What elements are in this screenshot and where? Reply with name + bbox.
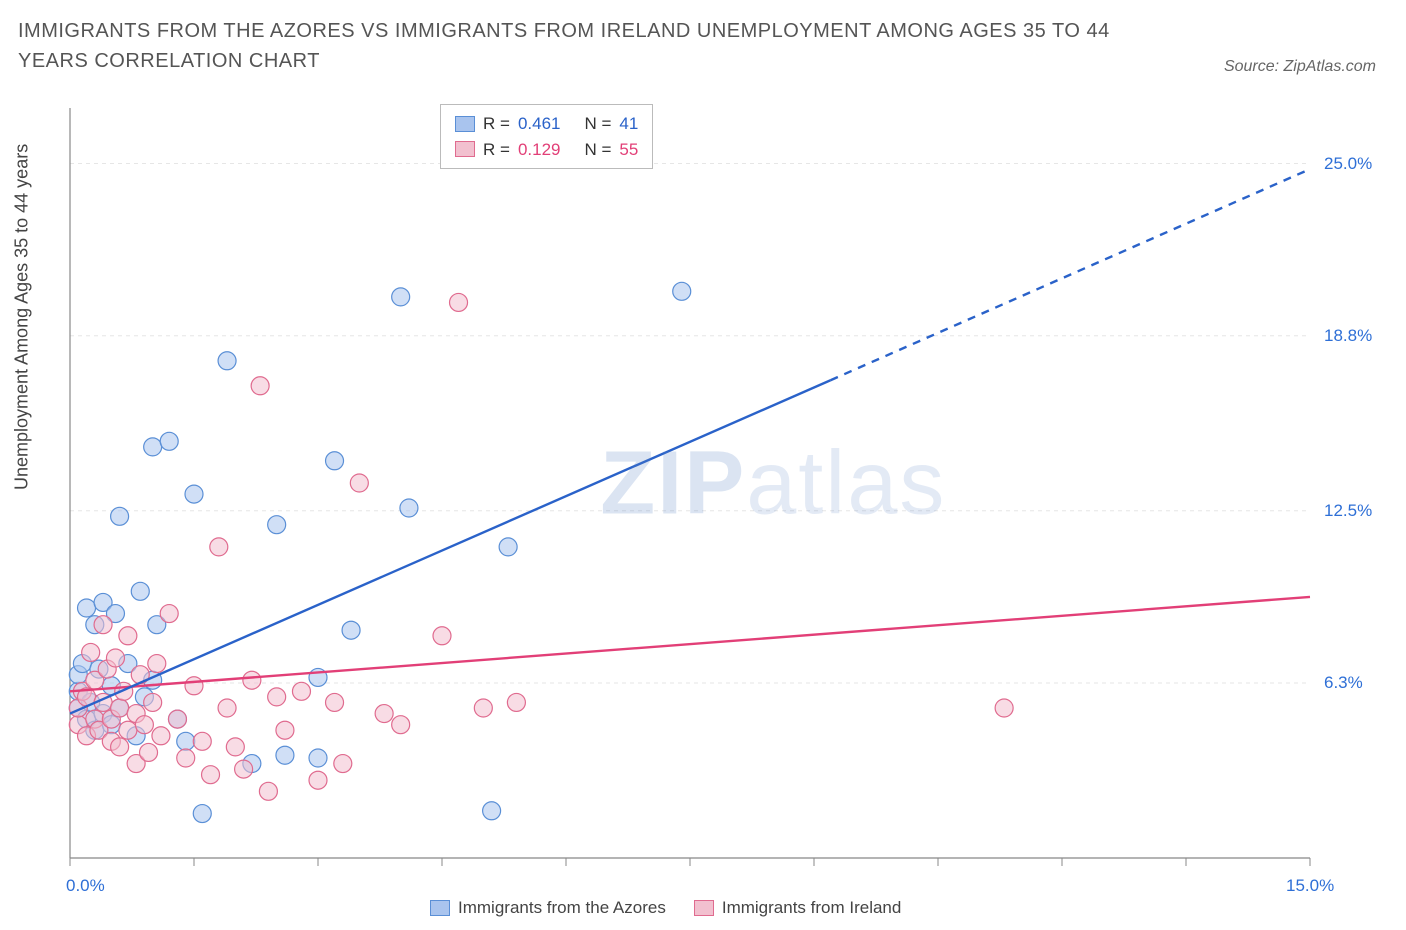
legend-item-azores: Immigrants from the Azores [430, 898, 666, 918]
swatch-ireland-icon [694, 900, 714, 916]
chart-container: IMMIGRANTS FROM THE AZORES VS IMMIGRANTS… [0, 0, 1406, 930]
y-tick-label: 12.5% [1324, 501, 1372, 521]
swatch-azores [455, 116, 475, 132]
n-value-azores: 41 [619, 111, 638, 137]
series-legend: Immigrants from the Azores Immigrants fr… [430, 898, 901, 918]
y-axis-label: Unemployment Among Ages 35 to 44 years [12, 144, 33, 490]
swatch-ireland [455, 141, 475, 157]
swatch-azores-icon [430, 900, 450, 916]
x-axis-min-label: 0.0% [66, 876, 105, 896]
x-axis-max-label: 15.0% [1286, 876, 1334, 896]
y-tick-label: 18.8% [1324, 326, 1372, 346]
chart-title: IMMIGRANTS FROM THE AZORES VS IMMIGRANTS… [18, 16, 1168, 76]
r-value-azores: 0.461 [518, 111, 561, 137]
legend-label-azores: Immigrants from the Azores [458, 898, 666, 918]
scatter-plot [60, 98, 1380, 878]
y-tick-label: 6.3% [1324, 673, 1363, 693]
legend-label-ireland: Immigrants from Ireland [722, 898, 902, 918]
legend-row-ireland: R = 0.129 N = 55 [455, 137, 638, 163]
source-attribution: Source: ZipAtlas.com [1224, 58, 1376, 76]
legend-row-azores: R = 0.461 N = 41 [455, 111, 638, 137]
y-tick-label: 25.0% [1324, 154, 1372, 174]
stats-legend: R = 0.461 N = 41 R = 0.129 N = 55 [440, 104, 653, 169]
legend-item-ireland: Immigrants from Ireland [694, 898, 902, 918]
n-value-ireland: 55 [619, 137, 638, 163]
r-value-ireland: 0.129 [518, 137, 561, 163]
